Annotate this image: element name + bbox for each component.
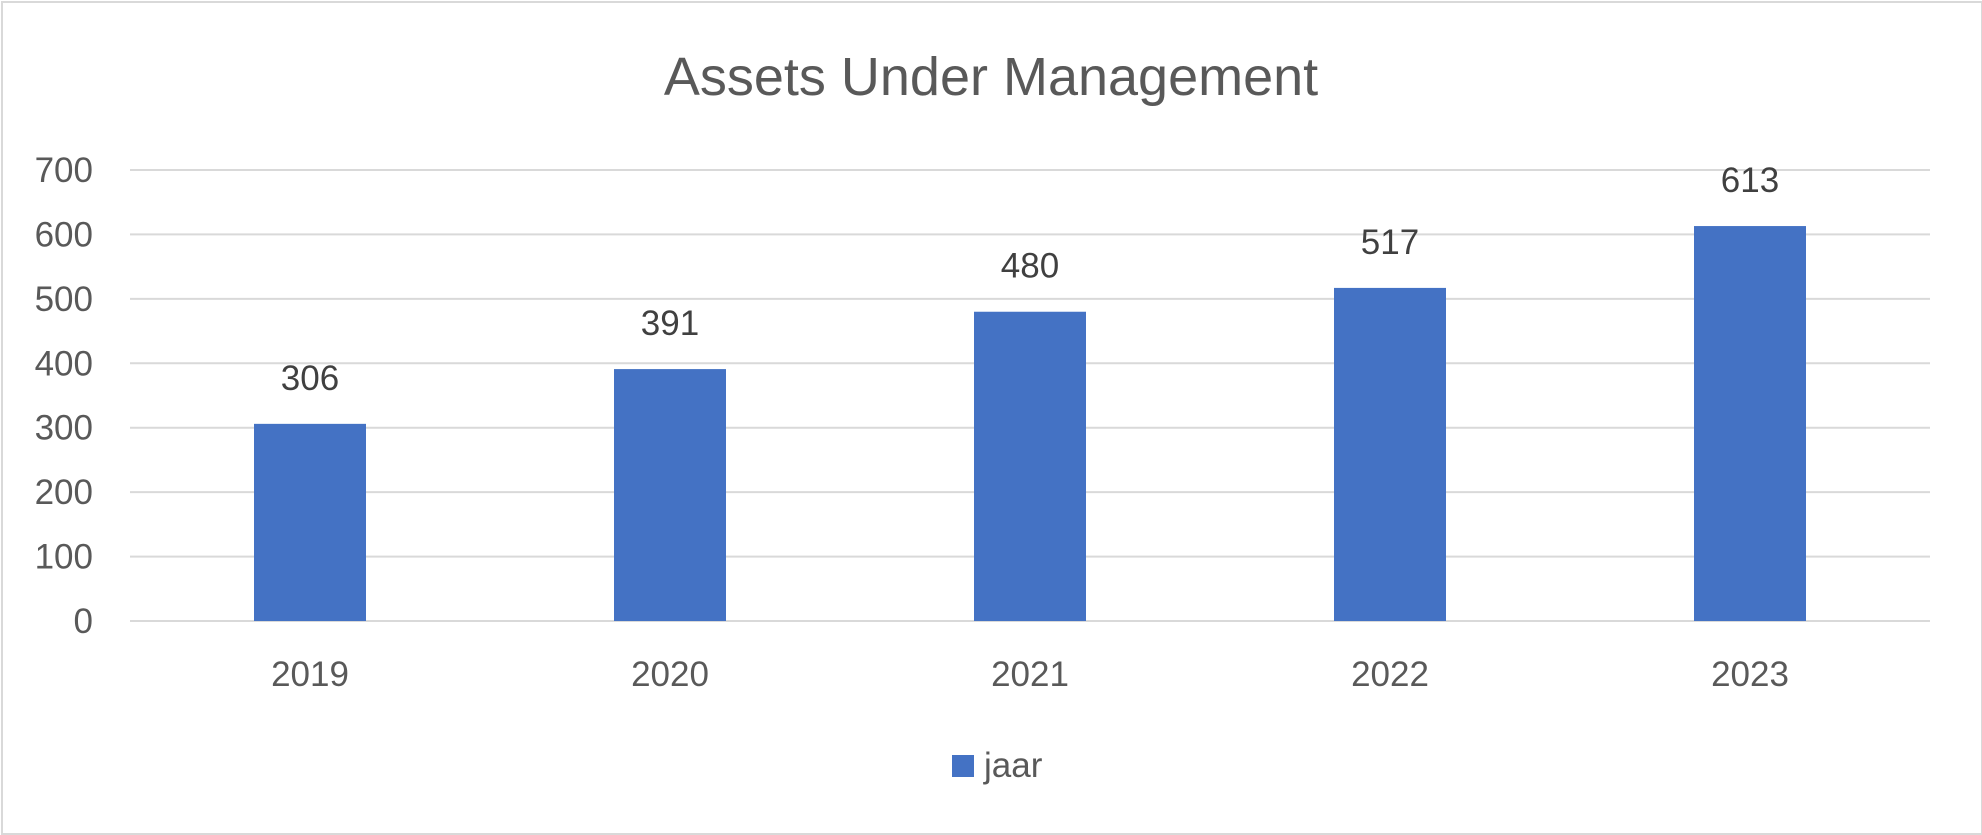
y-tick-label-400: 400 bbox=[35, 344, 93, 383]
bars bbox=[254, 226, 1806, 621]
x-tick-label-2023: 2023 bbox=[1711, 655, 1789, 694]
x-tick-label-2022: 2022 bbox=[1351, 655, 1429, 694]
bar-2020 bbox=[614, 369, 726, 621]
data-label-2020: 391 bbox=[641, 304, 699, 343]
bar-2022 bbox=[1334, 287, 1446, 621]
y-tick-label-0: 0 bbox=[74, 602, 93, 641]
bar-2023 bbox=[1694, 226, 1806, 621]
data-label-2022: 517 bbox=[1361, 223, 1419, 262]
y-tick-label-600: 600 bbox=[35, 215, 93, 254]
x-axis-ticks: 2019 2020 2021 2022 2023 bbox=[271, 655, 1789, 694]
data-labels: 306 391 480 517 613 bbox=[281, 161, 1779, 398]
y-axis-ticks: 0 100 200 300 400 500 600 700 bbox=[35, 151, 93, 641]
y-tick-label-500: 500 bbox=[35, 280, 93, 319]
y-tick-label-200: 200 bbox=[35, 473, 93, 512]
data-label-2023: 613 bbox=[1721, 161, 1779, 200]
y-tick-label-300: 300 bbox=[35, 409, 93, 448]
bar-2021 bbox=[974, 311, 1086, 621]
x-tick-label-2021: 2021 bbox=[991, 655, 1069, 694]
y-tick-label-700: 700 bbox=[35, 151, 93, 190]
x-tick-label-2019: 2019 bbox=[271, 655, 349, 694]
x-tick-label-2020: 2020 bbox=[631, 655, 709, 694]
legend[interactable]: jaar bbox=[952, 746, 1043, 785]
chart-title: Assets Under Management bbox=[664, 47, 1318, 107]
data-label-2021: 480 bbox=[1001, 247, 1059, 286]
data-label-2019: 306 bbox=[281, 359, 339, 398]
legend-label: jaar bbox=[983, 746, 1043, 785]
y-tick-label-100: 100 bbox=[35, 538, 93, 577]
bar-2019 bbox=[254, 423, 366, 621]
legend-swatch bbox=[952, 755, 974, 777]
